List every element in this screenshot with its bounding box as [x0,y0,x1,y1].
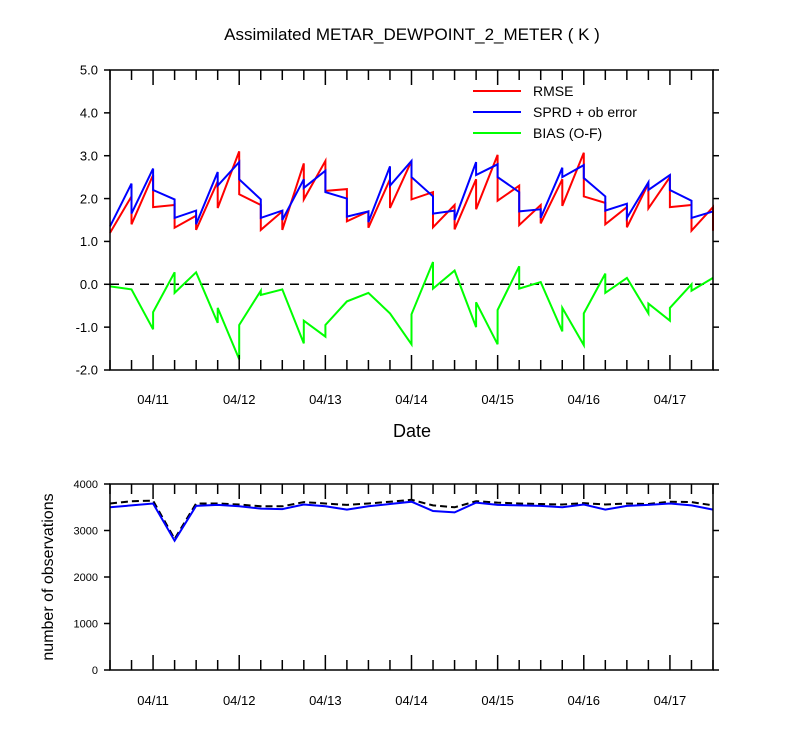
bottom-chart-series-group [109,498,714,543]
x-tick-label: 04/16 [568,392,601,407]
bottom-chart-y-axis: 4000 3000 2000 1000 0 [74,479,719,677]
series-line-sprd-ob-error [109,158,714,227]
legend-label-sprd-ob-error: SPRD + ob error [533,104,637,120]
x-tick-label: 04/14 [395,392,428,407]
series-line-solid [109,500,714,543]
legend-label-bias-o-f: BIAS (O-F) [533,125,602,141]
y-tick-label: 2.0 [80,191,98,206]
x-tick-label: 04/15 [481,693,514,708]
series-line-rmse [109,151,714,234]
y-tick-label: 3000 [74,525,98,537]
series-line-dashed [109,498,714,541]
legend-label-rmse: RMSE [533,83,573,99]
chart-title: Assimilated METAR_DEWPOINT_2_METER ( K ) [224,25,600,44]
top-chart: Assimilated METAR_DEWPOINT_2_METER ( K )… [76,25,719,441]
bottom-y-axis-label: number of observations [40,493,57,660]
bottom-chart-plot-frame [109,483,714,671]
x-tick-label: 04/12 [223,693,256,708]
y-tick-label: -1.0 [76,320,98,335]
y-tick-label: 1000 [74,618,98,630]
chart-legend: RMSE SPRD + ob error BIAS (O-F) [473,83,637,141]
y-tick-label: 5.0 [80,63,98,78]
y-tick-label: -2.0 [76,363,98,378]
x-tick-label: 04/15 [481,392,514,407]
series-line-bias-o-f [109,261,714,360]
y-tick-label: 0 [92,665,98,677]
y-tick-label: 1.0 [80,234,98,249]
x-tick-label: 04/14 [395,693,428,708]
x-tick-label: 04/17 [654,392,687,407]
top-chart-y-axis: 5.0 4.0 3.0 2.0 1.0 0.0 -1.0 -2.0 [76,63,719,378]
y-tick-label: 4000 [74,479,98,491]
y-tick-label: 4.0 [80,106,98,121]
x-tick-label: 04/12 [223,392,256,407]
x-tick-label: 04/16 [568,693,601,708]
x-tick-label: 04/17 [654,693,687,708]
y-tick-label: 3.0 [80,148,98,163]
x-tick-label: 04/11 [137,693,169,708]
x-axis-label: Date [393,421,431,441]
x-tick-label: 04/13 [309,392,342,407]
y-tick-label: 2000 [74,572,98,584]
top-chart-x-axis: 04/11 04/12 04/13 04/14 04/15 04/16 04/17 [109,70,714,407]
x-tick-label: 04/11 [137,392,169,407]
top-chart-plot-frame [109,69,714,371]
bottom-chart-x-axis: 04/11 04/12 04/13 04/14 04/15 04/16 04/17 [109,484,714,708]
top-chart-series-group [109,151,714,360]
x-tick-label: 04/13 [309,693,342,708]
y-tick-label: 0.0 [80,277,98,292]
